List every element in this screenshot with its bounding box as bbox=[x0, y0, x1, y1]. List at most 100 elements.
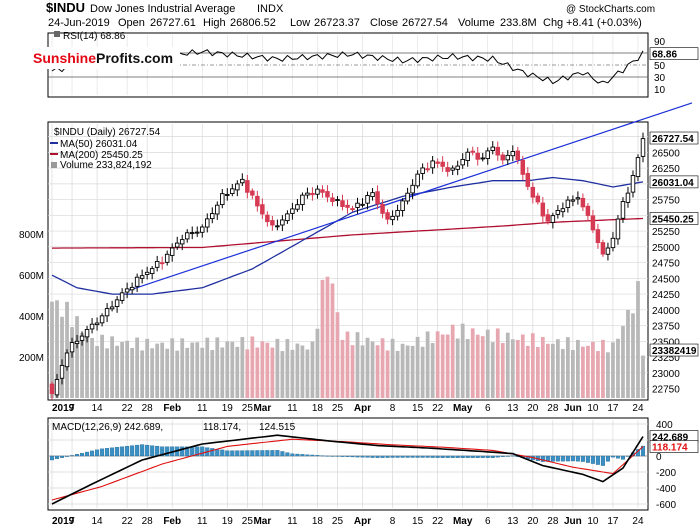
x-tick-label: 2019 bbox=[52, 403, 75, 414]
macd-histogram-bar bbox=[580, 455, 585, 462]
candle-body bbox=[605, 247, 611, 255]
macd-x-tick-label: Apr bbox=[354, 516, 371, 527]
volume-bar bbox=[210, 350, 215, 398]
candle-body bbox=[500, 154, 506, 161]
volume-bar bbox=[230, 341, 235, 398]
macd-histogram-bar bbox=[500, 455, 505, 457]
macd-histogram-bar bbox=[305, 454, 310, 457]
rsi-value-tag: 68.86 bbox=[652, 50, 677, 61]
macd-histogram-bar bbox=[330, 455, 335, 457]
volume-bar bbox=[175, 350, 180, 398]
price-tick-label: 24500 bbox=[652, 274, 680, 285]
x-tick-label: Mar bbox=[253, 403, 271, 414]
macd-histogram-bar bbox=[575, 455, 580, 462]
macd-x-tick-label: 11 bbox=[197, 516, 208, 527]
macd-histogram-bar bbox=[275, 450, 280, 457]
macd-histogram-bar bbox=[385, 455, 390, 458]
volume-bar bbox=[601, 339, 605, 398]
candle-body bbox=[595, 229, 601, 244]
price-tick-label: 25750 bbox=[652, 196, 680, 207]
volume-bar bbox=[581, 346, 585, 398]
candle-body bbox=[164, 253, 170, 263]
volume-bar bbox=[195, 342, 200, 398]
macd-histogram-bar bbox=[415, 455, 420, 458]
macd-histogram-bar bbox=[155, 445, 160, 457]
x-tick-label: May bbox=[453, 403, 473, 414]
candle-body bbox=[550, 215, 556, 223]
price-tick-label: 25000 bbox=[652, 243, 680, 254]
macd-histogram-bar bbox=[150, 445, 155, 457]
volume-bar bbox=[550, 343, 555, 398]
volume-bar bbox=[205, 337, 210, 398]
candle-body bbox=[260, 204, 265, 215]
candle-body bbox=[485, 150, 490, 160]
x-tick-label: 25 bbox=[332, 403, 344, 414]
macd-label: MACD(12,26,9) 242.689, bbox=[52, 422, 163, 433]
logo-bg bbox=[30, 47, 180, 69]
candle-body bbox=[310, 192, 315, 196]
candle-body bbox=[124, 288, 130, 293]
macd-histogram-bar bbox=[600, 455, 605, 466]
rsi-label: RSI(14) 68.86 bbox=[63, 31, 126, 42]
axes: 2675026500262502600025750255002525025000… bbox=[19, 37, 699, 527]
volume-bar bbox=[310, 341, 315, 398]
logo-part1: Sunshine bbox=[33, 50, 96, 66]
volume-bar bbox=[350, 345, 355, 398]
x-tick-label: Apr bbox=[354, 403, 371, 414]
volume-bar bbox=[140, 350, 145, 398]
x-tick-label: 17 bbox=[607, 403, 619, 414]
candle-body bbox=[545, 214, 551, 222]
macd-histogram-bar bbox=[240, 450, 245, 457]
macd-histogram-bar bbox=[355, 455, 360, 458]
volume-bar bbox=[190, 342, 195, 398]
rsi-value-tag-box bbox=[649, 47, 699, 60]
volume-tag-box bbox=[649, 343, 699, 357]
price-tick-label: 23500 bbox=[652, 337, 680, 348]
macd-value-tag: 242.689 bbox=[652, 433, 689, 444]
macd-histogram-bar bbox=[220, 449, 225, 457]
candle-body bbox=[615, 218, 621, 240]
macd-x-tick-label: 24 bbox=[632, 516, 644, 527]
x-tick-label: 15 bbox=[412, 403, 424, 414]
volume-bar bbox=[410, 345, 415, 398]
macd-histogram-bar bbox=[110, 447, 115, 457]
candle-body bbox=[290, 208, 295, 214]
volume-bar bbox=[490, 342, 495, 398]
candle-body bbox=[330, 197, 335, 202]
macd-tick-label: 0 bbox=[656, 452, 662, 463]
low-label: Low bbox=[290, 17, 310, 29]
volume-bar bbox=[150, 348, 155, 398]
ma50-tag: 26031.04 bbox=[652, 178, 694, 189]
volume-bar bbox=[225, 341, 230, 398]
macd-histogram-bar bbox=[450, 455, 455, 458]
volume-bar bbox=[100, 334, 104, 398]
rsi-tick-label: 50 bbox=[654, 61, 666, 72]
candle-body bbox=[235, 183, 240, 191]
candle-body bbox=[570, 199, 576, 202]
price-tick-label: 25250 bbox=[652, 227, 680, 238]
macd-histogram-bar bbox=[475, 455, 480, 458]
x-tick-label: 25 bbox=[242, 403, 254, 414]
candle-body bbox=[445, 167, 450, 172]
volume-value: 233.8M bbox=[500, 17, 537, 29]
candle-body bbox=[345, 204, 350, 208]
volume-bar bbox=[500, 343, 505, 398]
macd-histogram-bar bbox=[325, 455, 330, 457]
macd-histogram-bar bbox=[405, 455, 410, 458]
volume-bar bbox=[120, 341, 124, 398]
candle-body bbox=[205, 218, 210, 228]
macd-tick-label: 400 bbox=[656, 420, 673, 431]
volume-bar bbox=[220, 347, 225, 398]
macd-histogram-bar bbox=[455, 455, 460, 458]
macd-histogram-bar bbox=[390, 455, 395, 458]
close-label: Close bbox=[370, 17, 398, 29]
candle-body bbox=[490, 146, 495, 151]
candle-body bbox=[79, 335, 85, 341]
candle-body bbox=[360, 203, 365, 206]
logo-part2: Profits.com bbox=[96, 50, 173, 66]
volume-bar bbox=[395, 350, 400, 398]
macd-histogram-bar bbox=[605, 455, 610, 462]
macd-histogram-bar bbox=[200, 446, 205, 457]
volume-bar bbox=[591, 341, 595, 398]
candle-body bbox=[174, 242, 180, 248]
